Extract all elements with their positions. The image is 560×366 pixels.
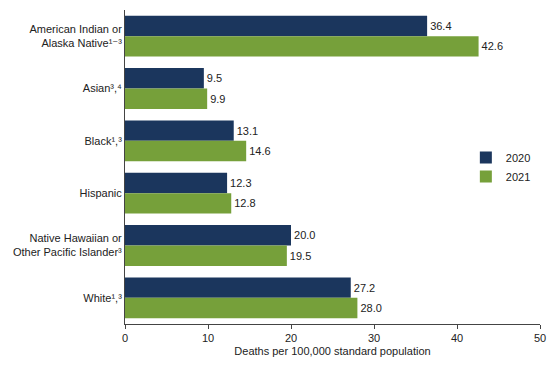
svg-text:13.1: 13.1 <box>237 125 258 137</box>
svg-text:12.3: 12.3 <box>230 177 251 189</box>
svg-text:20.0: 20.0 <box>294 229 315 241</box>
svg-text:14.6: 14.6 <box>249 145 270 157</box>
svg-text:10: 10 <box>202 332 214 344</box>
svg-text:50: 50 <box>534 332 546 344</box>
svg-text:20: 20 <box>285 332 297 344</box>
svg-text:9.9: 9.9 <box>210 93 225 105</box>
svg-text:12.8: 12.8 <box>234 197 255 209</box>
svg-text:2020: 2020 <box>506 152 530 164</box>
svg-text:9.5: 9.5 <box>207 72 222 84</box>
svg-text:Native Hawaiian orOther Pacifi: Native Hawaiian orOther Pacific Islander… <box>13 232 122 258</box>
svg-text:Black¹,³: Black¹,³ <box>85 135 123 147</box>
svg-text:36.4: 36.4 <box>430 20 451 32</box>
svg-text:American Indian orAlaska Nativ: American Indian orAlaska Native¹⁻³ <box>29 23 122 49</box>
svg-text:19.5: 19.5 <box>290 250 311 262</box>
svg-text:White¹,³: White¹,³ <box>83 292 122 304</box>
svg-text:40: 40 <box>451 332 463 344</box>
svg-text:0: 0 <box>122 332 128 344</box>
svg-text:42.6: 42.6 <box>482 40 503 52</box>
svg-text:27.2: 27.2 <box>354 282 375 294</box>
svg-text:28.0: 28.0 <box>360 302 381 314</box>
svg-text:30: 30 <box>368 332 380 344</box>
svg-text:Hispanic: Hispanic <box>80 187 123 199</box>
svg-text:Deaths per 100,000 standard po: Deaths per 100,000 standard population <box>234 345 430 357</box>
svg-text:Asian³,⁴: Asian³,⁴ <box>83 82 122 94</box>
svg-text:2021: 2021 <box>506 171 530 183</box>
